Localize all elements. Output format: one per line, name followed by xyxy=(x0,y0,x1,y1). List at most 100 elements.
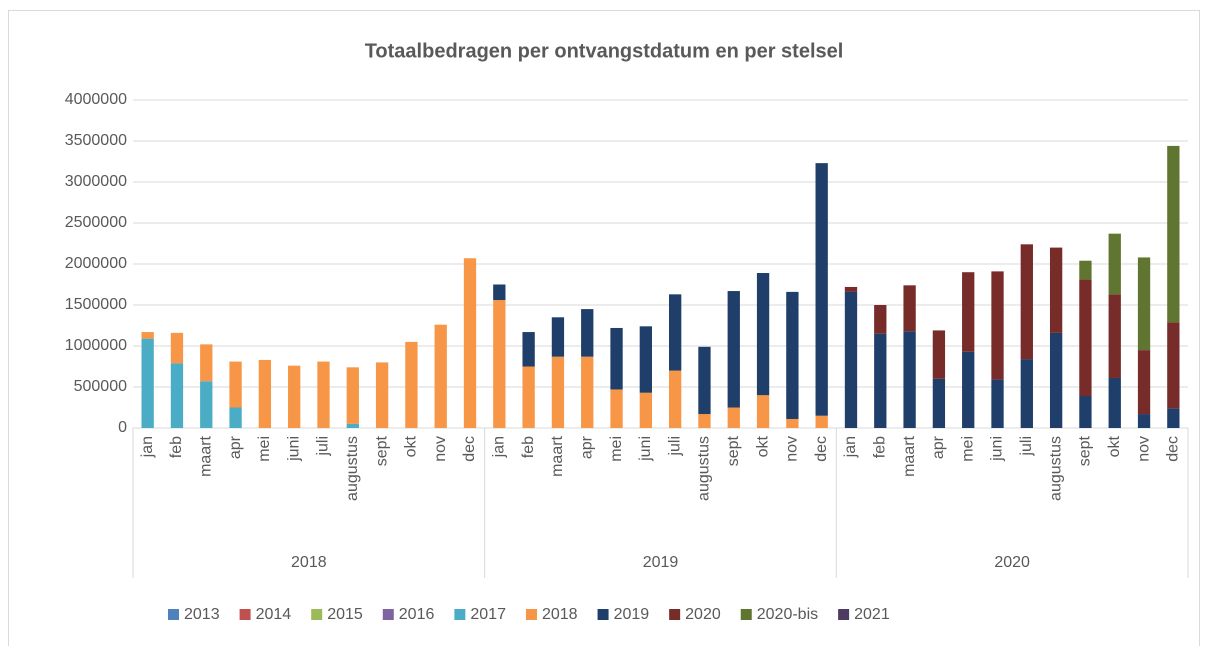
x-tick-label: sept xyxy=(1077,435,1094,466)
bar-segment xyxy=(170,363,184,428)
legend-swatch xyxy=(311,609,323,620)
legend-label: 2021 xyxy=(854,606,890,623)
legend-label: 2013 xyxy=(184,606,220,623)
chart-title: Totaalbedragen per ontvangstdatum en per… xyxy=(365,40,844,62)
bar-segment xyxy=(200,344,213,382)
bar-segment xyxy=(1049,247,1063,333)
x-tick-label: maart xyxy=(549,435,566,476)
bar-segment xyxy=(874,305,887,334)
bar-segment xyxy=(844,286,858,292)
x-tick-label: augustus xyxy=(696,436,713,501)
legend-swatch xyxy=(168,609,179,620)
x-tick-label: augustus xyxy=(1047,436,1064,501)
y-tick-label: 3000000 xyxy=(65,173,127,190)
x-tick-label: mei xyxy=(959,436,976,462)
x-tick-label: juni xyxy=(637,436,654,462)
bar-segment xyxy=(1108,233,1121,295)
bar-segment xyxy=(317,361,330,428)
bar-segment xyxy=(962,272,975,352)
x-tick-label: juli xyxy=(315,436,332,457)
x-tick-label: apr xyxy=(578,435,595,459)
legend-label: 2016 xyxy=(399,606,435,623)
bar-segment xyxy=(405,341,418,428)
legend-swatch xyxy=(525,609,537,620)
x-tick-label: mei xyxy=(608,436,625,462)
legend-swatch xyxy=(669,609,681,620)
bar-segment xyxy=(903,285,916,332)
bar-segment xyxy=(698,346,711,415)
bar-segment xyxy=(1020,359,1033,428)
bar-segment xyxy=(1079,279,1092,397)
bar-segment xyxy=(903,331,916,428)
bar-segment xyxy=(727,291,740,408)
bar-segment xyxy=(200,381,213,428)
bar-segment xyxy=(815,163,828,416)
legend-swatch xyxy=(597,609,609,620)
bar-segment xyxy=(1108,377,1121,428)
bar-segment xyxy=(1020,244,1033,360)
bar-segment xyxy=(1167,408,1180,428)
x-tick-label: okt xyxy=(403,435,420,457)
bar-segment xyxy=(288,365,301,428)
bar-segment xyxy=(346,367,359,424)
bar-segment xyxy=(756,395,770,428)
x-tick-label: juni xyxy=(285,436,302,462)
x-tick-label: feb xyxy=(872,436,889,458)
bar-segment xyxy=(229,407,242,428)
x-tick-label: apr xyxy=(930,435,947,459)
bar-segment xyxy=(375,362,389,428)
bar-segment xyxy=(610,327,623,390)
bar-segment xyxy=(141,338,154,428)
x-tick-label: augustus xyxy=(344,436,361,501)
x-tick-label: nov xyxy=(1135,436,1152,462)
bar-segment xyxy=(493,300,506,428)
legend-label: 2017 xyxy=(470,606,506,623)
bar-segment xyxy=(815,415,828,428)
y-tick-label: 500000 xyxy=(74,378,127,395)
x-tick-label: dec xyxy=(813,436,830,462)
x-tick-label: maart xyxy=(197,435,214,476)
bar-segment xyxy=(1108,294,1121,378)
bar-segment xyxy=(1167,322,1180,409)
bar-segment xyxy=(1049,332,1063,428)
x-tick-label: feb xyxy=(520,436,537,458)
bar-segment xyxy=(1137,350,1151,415)
x-tick-label: mei xyxy=(256,436,273,462)
bar-segment xyxy=(1079,396,1092,428)
legend-swatch xyxy=(740,609,752,620)
bar-segment xyxy=(141,332,154,339)
legend-swatch xyxy=(239,609,251,620)
bar-segment xyxy=(551,317,565,357)
bar-segment xyxy=(932,330,946,379)
bar-segment xyxy=(786,418,799,428)
bar-segment xyxy=(932,378,946,428)
bar-segment xyxy=(1167,145,1180,323)
bar-segment xyxy=(581,309,594,357)
legend-label: 2020-bis xyxy=(757,606,818,623)
bar-segment xyxy=(786,291,799,419)
y-tick-label: 2500000 xyxy=(65,214,127,231)
y-tick-label: 0 xyxy=(118,419,127,436)
legend-label: 2015 xyxy=(327,606,363,623)
x-tick-label: nov xyxy=(432,436,449,462)
bar-segment xyxy=(991,379,1004,428)
group-label: 2020 xyxy=(994,554,1030,571)
bar-segment xyxy=(756,273,770,396)
x-tick-label: sept xyxy=(373,435,390,466)
x-tick-label: nov xyxy=(784,436,801,462)
bar-segment xyxy=(463,258,477,428)
bar-segment xyxy=(346,423,359,428)
legend-swatch xyxy=(382,609,394,620)
bar-segment xyxy=(522,332,535,367)
x-tick-label: juli xyxy=(666,436,683,457)
bar-segment xyxy=(610,389,623,428)
y-tick-label: 4000000 xyxy=(65,91,127,108)
x-tick-label: jan xyxy=(842,436,859,458)
x-tick-label: maart xyxy=(901,435,918,476)
bar-segment xyxy=(727,407,740,428)
y-tick-label: 1000000 xyxy=(65,337,127,354)
bar-segment xyxy=(991,271,1004,380)
bar-segment xyxy=(1137,414,1151,428)
bar-segment xyxy=(962,351,975,428)
